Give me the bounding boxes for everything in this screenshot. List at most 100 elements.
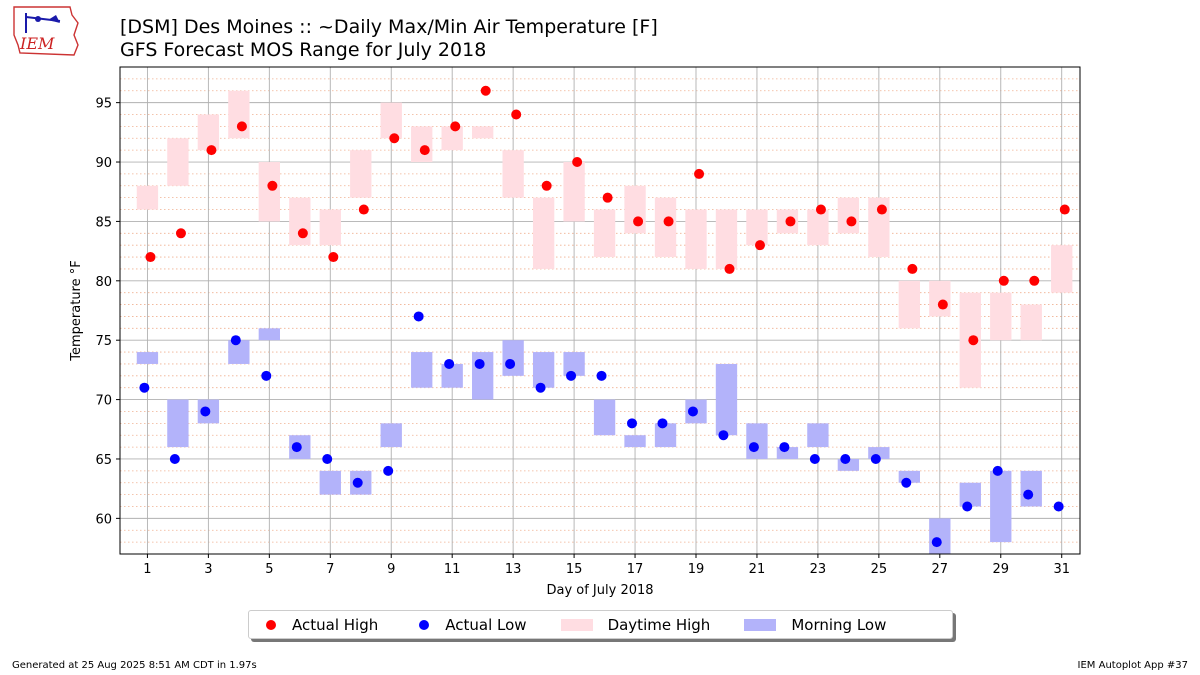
daytime-high-bar [380, 102, 402, 139]
red-dot-icon [266, 619, 276, 630]
actual-low-point [139, 382, 150, 393]
actual-low-point [444, 358, 455, 369]
x-tick-label: 29 [992, 562, 1009, 577]
actual-low-point [413, 311, 424, 322]
x-tick-label: 23 [810, 562, 827, 577]
y-tick-label: 90 [95, 156, 112, 171]
actual-low-point [962, 501, 973, 512]
actual-high-point [998, 275, 1009, 286]
morning-low-bar [441, 363, 463, 388]
daytime-high-bar [1051, 245, 1073, 293]
legend-item-morning-low: Morning Low [744, 616, 886, 634]
morning-low-bar [411, 352, 433, 388]
legend-item-actual-high: Actual High [259, 616, 378, 634]
daytime-high-bar [746, 209, 768, 246]
actual-low-points [139, 311, 1064, 548]
pink-swatch-icon [560, 618, 593, 631]
x-tick-label: 19 [688, 562, 705, 577]
y-tick-label: 85 [95, 215, 112, 230]
actual-low-point [596, 370, 607, 381]
actual-high-point [968, 335, 979, 346]
actual-high-point [480, 85, 491, 96]
chart-subtitle: GFS Forecast MOS Range for July 2018 [120, 39, 487, 61]
daytime-high-bar [990, 292, 1012, 341]
actual-high-point [907, 263, 918, 274]
morning-low-bar [593, 399, 616, 436]
x-tick-label: 15 [566, 562, 583, 577]
morning-low-bar [868, 447, 890, 459]
morning-low-bar [898, 470, 920, 483]
morning-low-bar [776, 447, 799, 459]
actual-low-point [291, 442, 302, 453]
morning-low-bar [319, 470, 341, 495]
actual-low-point [718, 430, 729, 441]
morning-low-bar [959, 482, 981, 507]
morning-low-bar [715, 363, 738, 436]
morning-low-bar [136, 352, 159, 364]
daytime-high-bar [289, 197, 311, 246]
morning-low-bar [228, 340, 250, 364]
actual-high-point [389, 133, 400, 144]
daytime-high-bar [1020, 304, 1042, 341]
actual-high-point [541, 180, 552, 191]
actual-high-point [511, 109, 522, 120]
x-tick-label: 9 [387, 562, 395, 577]
actual-high-point [145, 252, 156, 263]
daytime-high-bar [532, 197, 555, 269]
actual-low-point [657, 418, 668, 429]
actual-high-point [1059, 204, 1070, 215]
daytime-high-bar [472, 126, 494, 139]
morning-low-bar [380, 423, 402, 448]
x-tick-label: 31 [1053, 562, 1070, 577]
legend-item-daytime-high: Daytime High [560, 616, 710, 634]
morning-low-bar [167, 399, 189, 448]
morning-low-bar [563, 352, 585, 376]
morning-low-bar [929, 518, 951, 554]
x-tick-label: 11 [444, 562, 461, 577]
actual-low-point [505, 358, 516, 369]
y-tick-label: 75 [95, 334, 112, 349]
legend-label-actual-high: Actual High [292, 615, 379, 634]
chart-title: [DSM] Des Moines :: ~Daily Max/Min Air T… [120, 16, 658, 38]
actual-low-point [352, 477, 363, 488]
actual-high-point [846, 216, 857, 227]
morning-low-bar [807, 423, 829, 448]
actual-high-point [328, 252, 339, 263]
actual-high-point [419, 145, 430, 156]
morning-low-bar [1020, 470, 1042, 507]
daytime-high-bar [654, 197, 677, 258]
daytime-high-bars [136, 90, 1073, 388]
daytime-high-bar [167, 138, 189, 186]
actual-low-point [383, 465, 394, 476]
actual-low-point [1023, 489, 1034, 500]
blue-dot-icon [419, 619, 430, 630]
y-axis-ticks: 60 65 70 75 80 85 90 95 [95, 97, 120, 527]
daytime-high-bar [563, 162, 585, 222]
x-tick-label: 17 [627, 562, 644, 577]
daytime-high-bar [898, 280, 920, 329]
actual-low-point [474, 358, 485, 369]
daytime-high-bar [411, 126, 433, 163]
x-tick-label: 27 [932, 562, 949, 577]
actual-low-point [535, 382, 546, 393]
generated-timestamp: Generated at 25 Aug 2025 8:51 AM CDT in … [12, 660, 257, 671]
y-axis-label: Temperature °F [69, 260, 84, 361]
actual-high-point [206, 145, 217, 156]
daytime-high-bar [319, 209, 341, 246]
actual-low-point [169, 453, 180, 464]
actual-high-point [694, 168, 705, 179]
x-tick-label: 7 [326, 562, 334, 577]
actual-high-points [145, 85, 1070, 346]
actual-high-point [755, 240, 765, 251]
actual-low-point [748, 442, 759, 453]
morning-low-bar [990, 470, 1012, 543]
x-tick-label: 1 [143, 562, 151, 577]
actual-low-point [566, 370, 577, 381]
x-tick-label: 5 [265, 562, 273, 577]
morning-low-bar [746, 423, 768, 459]
x-axis-label: Day of July 2018 [546, 583, 653, 598]
actual-low-point [809, 453, 820, 464]
actual-low-point [200, 406, 211, 417]
actual-high-point [937, 299, 948, 310]
daytime-high-bar [807, 209, 829, 246]
